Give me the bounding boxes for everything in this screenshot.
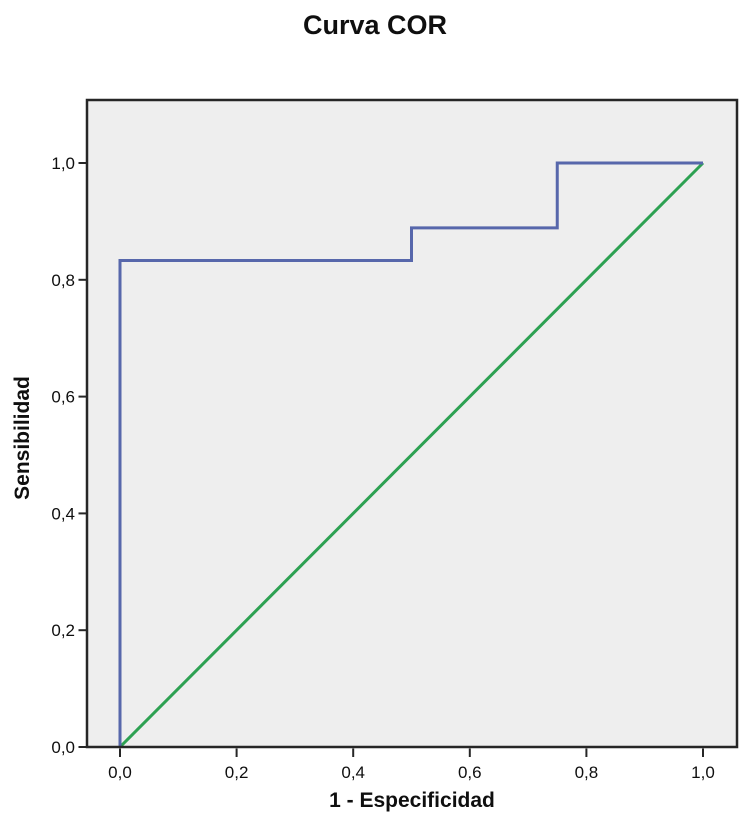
- roc-curve-line: [118, 161, 703, 747]
- y-tick-label: 1,0: [51, 154, 75, 173]
- plot-frame: [85, 98, 739, 749]
- x-tick-label: 0,2: [225, 763, 249, 782]
- reference-diagonal-line: [118, 161, 705, 749]
- x-tick-label: 0,4: [341, 763, 365, 782]
- x-axis-title: 1 - Especificidad: [329, 789, 495, 812]
- x-tick-label: 0,8: [575, 763, 599, 782]
- y-tick-label: 0,0: [51, 738, 75, 757]
- y-tick-label: 0,2: [51, 621, 75, 640]
- x-tick-label: 0,0: [108, 763, 132, 782]
- y-tick-label: 0,8: [51, 271, 75, 290]
- plot-background: [87, 100, 737, 747]
- x-tick-label: 0,6: [458, 763, 482, 782]
- x-tick-label: 1,0: [691, 763, 715, 782]
- chart-title: Curva COR: [302, 10, 448, 40]
- y-tick-label: 0,6: [51, 388, 75, 407]
- y-tick-label: 0,4: [51, 504, 75, 523]
